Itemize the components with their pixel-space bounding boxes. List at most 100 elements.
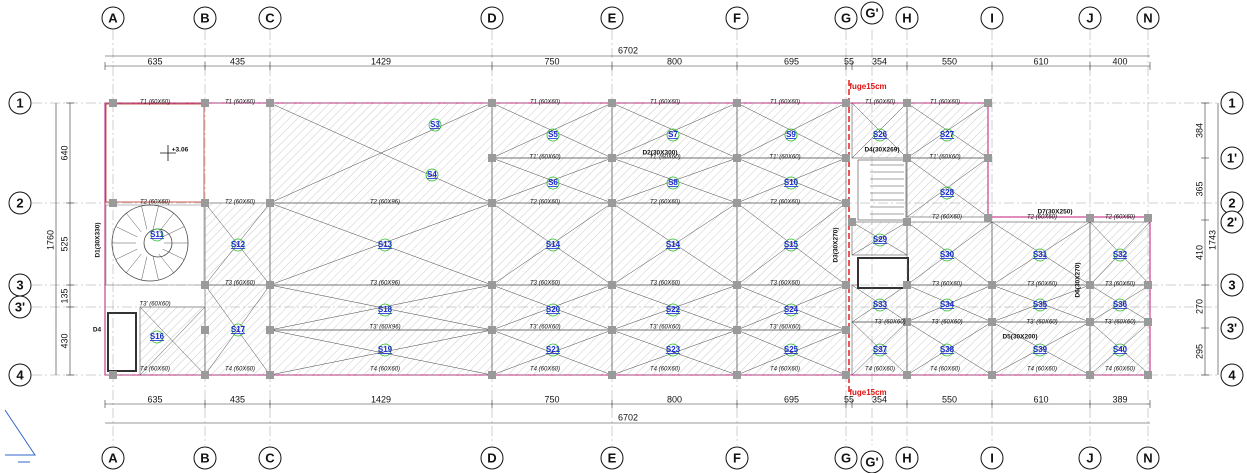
slab-label: S24 [784,305,799,314]
beam-label: T4 (60X60) [865,367,895,373]
beam-label: T1' (60X60) [769,155,800,161]
slab-label: S30 [940,250,955,259]
column [842,199,850,207]
slab-label: S29 [873,235,888,244]
column [266,199,274,207]
column [1144,214,1152,222]
column [988,318,996,326]
grid-label: E [608,10,617,25]
grid-label: D [487,450,496,465]
column [903,281,911,289]
opening-label: D4(30X269) [864,147,899,154]
grid-label: 2 [1228,195,1235,210]
beam-label: T3' (60X60) [1104,320,1135,326]
slab-label: S37 [873,345,888,354]
column [488,326,496,334]
beam-label: T3 (60X60) [770,281,800,287]
slab-label: S31 [1033,250,1048,259]
grid-label: H [902,10,911,25]
slab-label: S22 [666,305,681,314]
beam-label: T3 (60X60) [225,281,255,287]
column [608,154,616,162]
slab-label: S19 [378,345,393,354]
slab-label: S3 [430,120,440,129]
joint-label: fuge15cm [849,388,886,397]
column [201,281,209,289]
dimension: 435 [230,56,245,66]
column [733,281,741,289]
slab-label: S34 [940,300,955,309]
slab-label: S15 [784,240,799,249]
column [608,281,616,289]
column [608,99,616,107]
grid-label: F [733,450,741,465]
beam-label: T3' (60X60) [649,325,680,331]
column [488,154,496,162]
column [1144,281,1152,289]
beam-label: T3 (60X96) [370,281,400,287]
dimension-total: 6702 [618,412,638,422]
column [608,199,616,207]
dimension-total: 1743 [1207,230,1217,250]
dimension: 640 [59,145,69,160]
void-area [106,104,204,202]
grid-label: N [1143,450,1152,465]
dimension: 135 [59,288,69,303]
slab-label: S21 [546,345,561,354]
column [488,199,496,207]
dimension: 365 [1194,181,1204,196]
grid-label: I [990,450,994,465]
grid-label: 3 [16,277,23,292]
slab-label: S38 [940,345,955,354]
dimension: 800 [667,394,682,404]
column [608,371,616,379]
grid-label: G' [865,5,878,20]
slab-label: S32 [1113,250,1128,259]
beam-label: T1 (60X60) [225,100,255,106]
lift-shaft [858,258,908,288]
dimension-total: 6702 [618,45,638,55]
beam-label: T3' (60X96) [369,325,400,331]
dimension: 800 [667,56,682,66]
dimension: 389 [1112,394,1127,404]
beam-label: T3' (60X60) [529,325,560,331]
slab-label: S14 [546,240,561,249]
column [848,218,856,226]
beam-label: T3 (60X60) [1105,282,1135,288]
grid-label: 4 [16,367,24,382]
dimension: 635 [147,56,162,66]
slab-label: S7 [668,130,678,139]
grid-label: 1 [16,95,23,110]
column [1144,371,1152,379]
slab-label: S40 [1113,345,1128,354]
column [903,218,911,226]
column [201,199,209,207]
column [201,371,209,379]
slab-label: S27 [940,130,955,139]
column [903,99,911,107]
column [266,326,274,334]
grid-label: 4 [1228,367,1236,382]
column [266,99,274,107]
opening-label: D5(30X200) [1002,334,1037,341]
column [201,99,209,107]
grid-label: G [841,10,851,25]
beam-label: T4 (60X60) [930,367,960,373]
stair-flight [858,160,906,220]
slab-label: S9 [786,130,796,139]
beam-label: T2 (60X60) [140,200,170,206]
grid-label: G [841,450,851,465]
column [266,371,274,379]
column [988,371,996,379]
beam-label: T1 (60X60) [530,100,560,106]
north-arrow [5,410,35,462]
column [1144,318,1152,326]
beam-label: T3' (60X60) [874,320,905,326]
slab-label: S17 [231,325,246,334]
slab-label: S33 [873,300,888,309]
beam-label: T3 (60X60) [932,282,962,288]
beam-label: T2 (60X60) [530,200,560,206]
grid-label: H [902,450,911,465]
grid-label: B [200,450,209,465]
opening-label: D4 [93,327,102,334]
